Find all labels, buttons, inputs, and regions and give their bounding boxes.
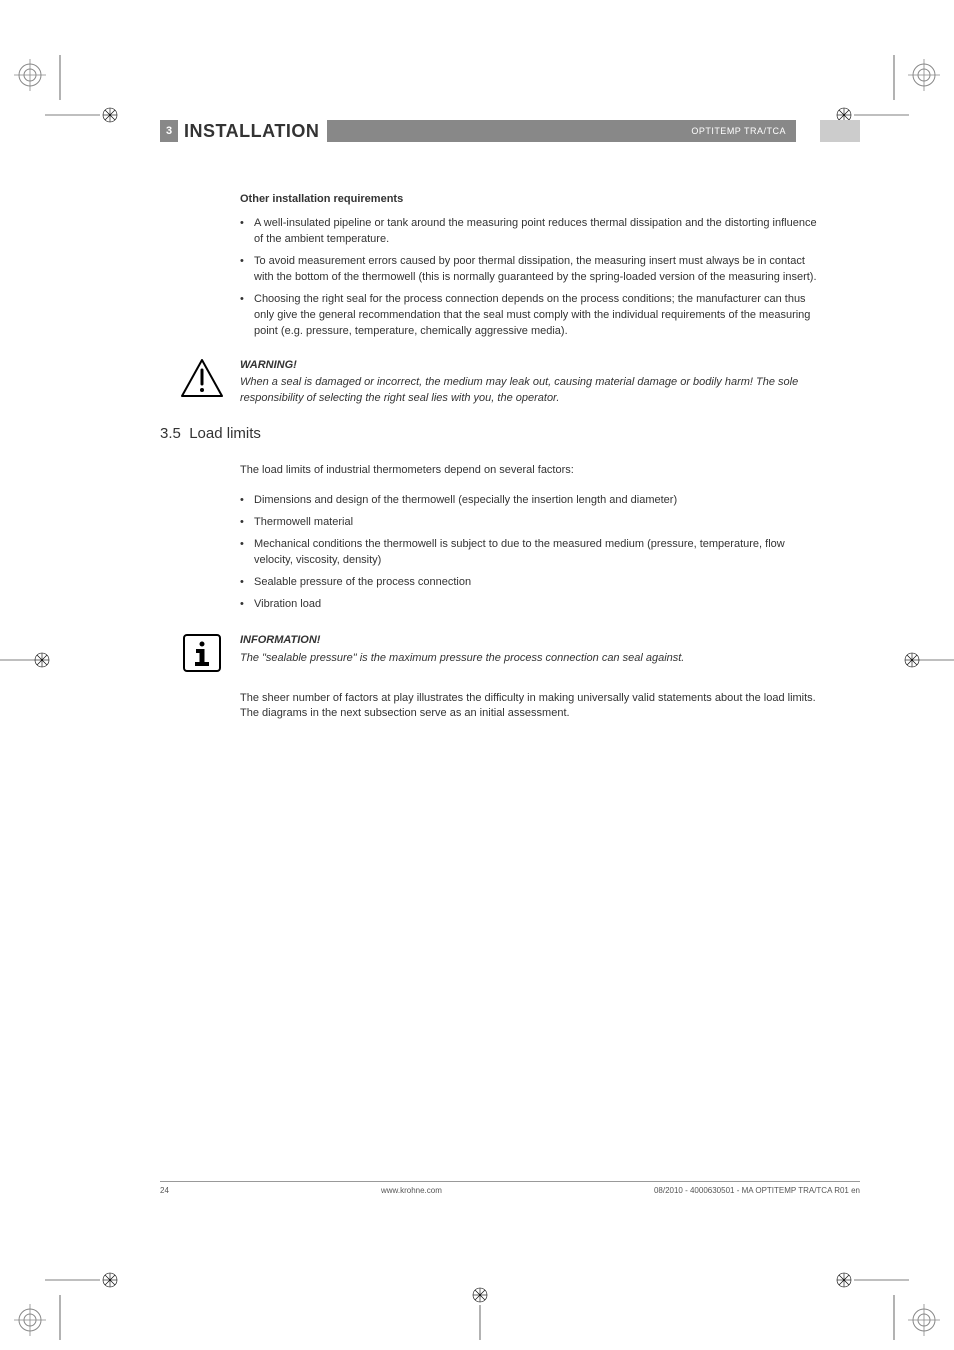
warning-body: When a seal is damaged or incorrect, the…: [240, 375, 820, 407]
header-bar-fill: [327, 120, 681, 142]
crop-mark-mr: [904, 640, 954, 680]
load-limits-list: Dimensions and design of the thermowell …: [240, 493, 820, 613]
footer-doc-id: 08/2010 - 4000630501 - MA OPTITEMP TRA/T…: [654, 1186, 860, 1195]
info-title: INFORMATION!: [240, 633, 820, 649]
info-callout: INFORMATION! The "sealable pressure" is …: [180, 633, 820, 667]
warning-callout: WARNING! When a seal is damaged or incor…: [180, 358, 820, 408]
page-number: 24: [160, 1186, 169, 1195]
load-limits-intro: The load limits of industrial thermomete…: [240, 463, 820, 479]
info-icon: [180, 633, 224, 677]
page-content: 3 INSTALLATION OPTITEMP TRA/TCA Other in…: [160, 120, 860, 736]
list-item: A well-insulated pipeline or tank around…: [240, 216, 820, 248]
crop-mark-bc: [455, 1285, 505, 1340]
info-body: The "sealable pressure" is the maximum p…: [240, 651, 820, 667]
section-load-limits-heading: 3.5 Load limits: [160, 423, 820, 445]
list-item: Vibration load: [240, 597, 820, 613]
chapter-title: INSTALLATION: [178, 120, 327, 142]
list-item: Thermowell material: [240, 515, 820, 531]
list-item: To avoid measurement errors caused by po…: [240, 254, 820, 286]
page-footer: 24 www.krohne.com 08/2010 - 4000630501 -…: [160, 1181, 860, 1195]
chapter-number: 3: [160, 120, 178, 142]
crop-mark-ml: [0, 640, 50, 680]
warning-icon: [180, 358, 224, 402]
section-other-install-list: A well-insulated pipeline or tank around…: [240, 216, 820, 340]
list-item: Mechanical conditions the thermowell is …: [240, 537, 820, 569]
list-item: Choosing the right seal for the process …: [240, 292, 820, 340]
list-item: Sealable pressure of the process connect…: [240, 575, 820, 591]
header-end-block: [820, 120, 860, 142]
section-title: Load limits: [189, 425, 261, 442]
warning-title: WARNING!: [240, 358, 820, 374]
crop-mark-br: [824, 1230, 944, 1340]
list-item: Dimensions and design of the thermowell …: [240, 493, 820, 509]
section-number: 3.5: [160, 425, 181, 442]
section-other-install-title: Other installation requirements: [240, 192, 820, 208]
product-name: OPTITEMP TRA/TCA: [681, 120, 796, 142]
crop-mark-tl: [10, 55, 130, 165]
chapter-header: 3 INSTALLATION OPTITEMP TRA/TCA: [160, 120, 860, 142]
closing-paragraph: The sheer number of factors at play illu…: [240, 691, 820, 723]
crop-mark-bl: [10, 1230, 130, 1340]
footer-url: www.krohne.com: [169, 1186, 654, 1195]
